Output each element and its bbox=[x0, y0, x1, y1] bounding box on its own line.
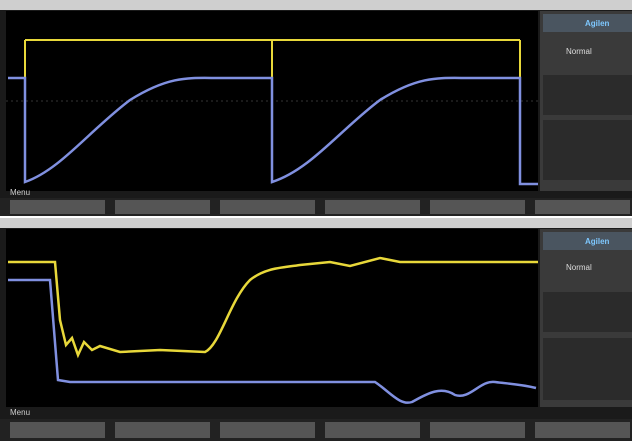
shape bbox=[10, 200, 105, 214]
panel-box bbox=[543, 75, 632, 115]
screen bbox=[6, 229, 538, 407]
brand: Agilen bbox=[585, 19, 610, 28]
shape bbox=[220, 200, 315, 214]
header-bar bbox=[0, 218, 632, 228]
shape bbox=[220, 422, 315, 438]
shape bbox=[115, 200, 210, 214]
page: Agilen Normal Menu Agilen Normal Menu bbox=[0, 0, 632, 441]
scope-bottom: Agilen Normal Menu bbox=[0, 218, 632, 441]
screenshot: Agilen Normal Menu Agilen Normal Menu bbox=[0, 0, 632, 441]
shape bbox=[430, 200, 525, 214]
shape bbox=[10, 422, 105, 438]
menu-label: Menu bbox=[10, 408, 30, 417]
shape bbox=[325, 422, 420, 438]
shape bbox=[115, 422, 210, 438]
panel-box bbox=[543, 338, 632, 400]
mode: Normal bbox=[566, 263, 592, 272]
mode: Normal bbox=[566, 47, 592, 56]
panel-box bbox=[543, 120, 632, 180]
brand: Agilen bbox=[585, 237, 610, 246]
shape bbox=[430, 422, 525, 438]
shape bbox=[325, 200, 420, 214]
shape bbox=[535, 422, 630, 438]
menu-label: Menu bbox=[10, 188, 30, 197]
header-bar bbox=[0, 0, 632, 10]
scope-top: Agilen Normal Menu bbox=[0, 0, 632, 216]
panel-box bbox=[543, 292, 632, 332]
shape bbox=[535, 200, 630, 214]
